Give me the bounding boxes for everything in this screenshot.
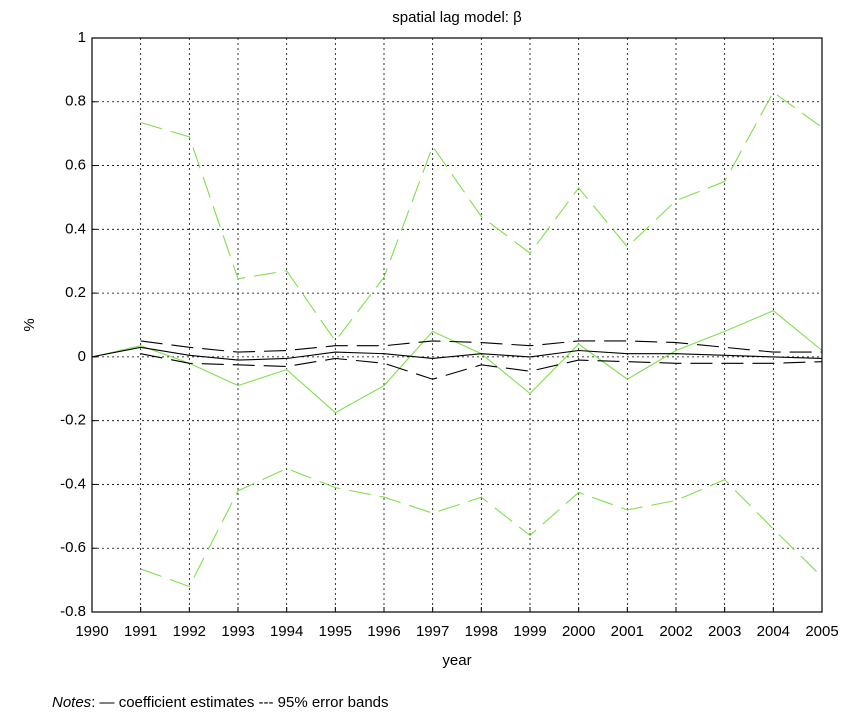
notes-label: Notes <box>52 694 92 711</box>
y-tick-label: 0.6 <box>65 157 86 174</box>
y-tick-label: 0.8 <box>65 93 86 110</box>
x-tick-label: 1998 <box>465 623 498 640</box>
y-tick-label: -0.2 <box>60 412 86 429</box>
x-tick-label: 1990 <box>75 623 108 640</box>
x-tick-label: 1995 <box>319 623 352 640</box>
notes: Notes: — coefficient estimates --- 95% e… <box>52 694 389 711</box>
y-tick-label: 0.4 <box>65 220 86 237</box>
x-tick-label: 2002 <box>659 623 692 640</box>
x-tick-label: 1996 <box>367 623 400 640</box>
x-tick-label: 1997 <box>416 623 449 640</box>
y-tick-label: 0 <box>78 348 86 365</box>
y-tick-label: -0.6 <box>60 539 86 556</box>
y-tick-label: -0.4 <box>60 475 86 492</box>
x-axis-label: year <box>442 652 471 669</box>
y-tick-label: -0.8 <box>60 603 86 620</box>
y-tick-label: 0.2 <box>65 284 86 301</box>
x-tick-label: 1994 <box>270 623 303 640</box>
plot-frame <box>91 37 823 613</box>
y-tick-label: 1 <box>78 29 86 46</box>
line-series <box>140 91 823 342</box>
chart-title: spatial lag model: β <box>392 9 522 26</box>
x-tick-label: 1993 <box>221 623 254 640</box>
x-tick-label: 2004 <box>757 623 790 640</box>
line-series <box>140 340 822 353</box>
line-series <box>140 353 823 380</box>
line-series <box>140 467 823 588</box>
y-axis-label: % <box>21 318 38 331</box>
line-series <box>91 310 823 414</box>
x-tick-label: 1991 <box>124 623 157 640</box>
notes-text: : — coefficient estimates --- 95% error … <box>91 694 388 711</box>
x-tick-label: 2005 <box>805 623 838 640</box>
x-tick-label: 1992 <box>173 623 206 640</box>
x-tick-label: 2003 <box>708 623 741 640</box>
x-tick-label: 2000 <box>562 623 595 640</box>
x-tick-label: 1999 <box>513 623 546 640</box>
line-series <box>91 346 823 361</box>
x-tick-label: 2001 <box>611 623 644 640</box>
